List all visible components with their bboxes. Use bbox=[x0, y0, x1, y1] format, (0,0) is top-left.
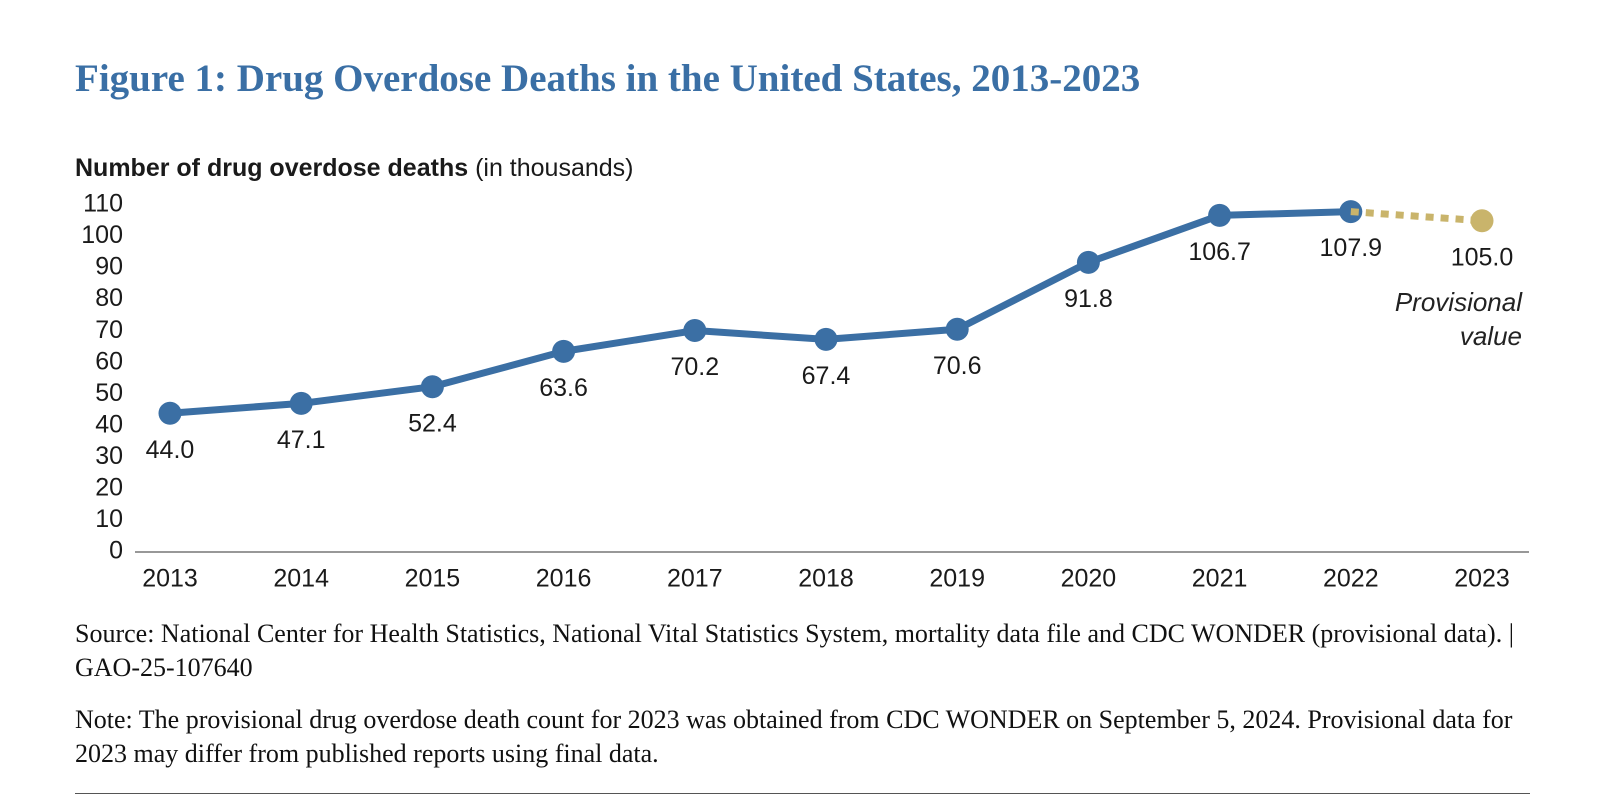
y-tick-label: 60 bbox=[95, 347, 123, 375]
x-tick-label: 2014 bbox=[273, 565, 329, 593]
y-axis-label-unit: (in thousands) bbox=[475, 154, 633, 182]
data-label: 44.0 bbox=[146, 436, 195, 464]
data-label: 107.9 bbox=[1320, 234, 1383, 262]
y-tick-label: 40 bbox=[95, 410, 123, 438]
data-label: 70.2 bbox=[670, 353, 719, 381]
point bbox=[158, 401, 182, 425]
x-tick-label: 2016 bbox=[536, 565, 592, 593]
x-tick-label: 2022 bbox=[1323, 565, 1379, 593]
y-tick-label: 110 bbox=[83, 190, 123, 218]
point bbox=[1470, 209, 1494, 233]
y-axis-label-main: Number of drug overdose deaths bbox=[75, 154, 468, 182]
point bbox=[1076, 250, 1100, 274]
y-axis-label: Number of drug overdose deaths (in thous… bbox=[75, 154, 634, 182]
y-tick-label: 10 bbox=[95, 505, 123, 533]
point bbox=[945, 317, 969, 341]
point bbox=[1208, 203, 1232, 227]
y-tick-label: 30 bbox=[95, 442, 123, 470]
note: Note: The provisional drug overdose deat… bbox=[75, 705, 1513, 768]
data-label: 91.8 bbox=[1064, 285, 1113, 313]
point bbox=[289, 391, 313, 415]
data-label: 106.7 bbox=[1188, 238, 1251, 266]
point bbox=[683, 319, 707, 343]
point bbox=[814, 327, 838, 351]
x-tick-label: 2013 bbox=[142, 565, 198, 593]
x-tick-label: 2020 bbox=[1061, 565, 1117, 593]
y-tick-label: 90 bbox=[95, 253, 123, 281]
y-tick-label: 80 bbox=[95, 284, 123, 312]
y-tick-label: 100 bbox=[81, 221, 123, 249]
data-label: 67.4 bbox=[802, 362, 851, 390]
source: Source: National Center for Health Stati… bbox=[75, 619, 1514, 682]
chart-title: Figure 1: Drug Overdose Deaths in the Un… bbox=[75, 57, 1140, 100]
y-tick-label: 50 bbox=[95, 379, 123, 407]
point bbox=[420, 375, 444, 399]
annotation: Provisional value bbox=[1394, 287, 1522, 351]
y-tick-label: 70 bbox=[95, 316, 123, 344]
y-tick-label: 0 bbox=[109, 537, 123, 565]
data-label: 63.6 bbox=[539, 374, 588, 402]
data-label: 70.6 bbox=[933, 352, 982, 380]
x-tick-label: 2019 bbox=[929, 565, 985, 593]
point bbox=[552, 339, 576, 363]
x-tick-label: 2023 bbox=[1454, 565, 1510, 593]
y-tick-label: 20 bbox=[95, 474, 123, 502]
x-tick-label: 2018 bbox=[798, 565, 854, 593]
data-label: 105.0 bbox=[1451, 243, 1514, 271]
x-tick-label: 2017 bbox=[667, 565, 723, 593]
line bbox=[169, 208, 1351, 417]
x-tick-label: 2015 bbox=[405, 565, 461, 593]
data-label: 47.1 bbox=[277, 426, 326, 454]
data-label: 52.4 bbox=[408, 409, 457, 437]
x-tick-label: 2021 bbox=[1192, 565, 1248, 593]
provisional-connector bbox=[1350, 208, 1483, 225]
